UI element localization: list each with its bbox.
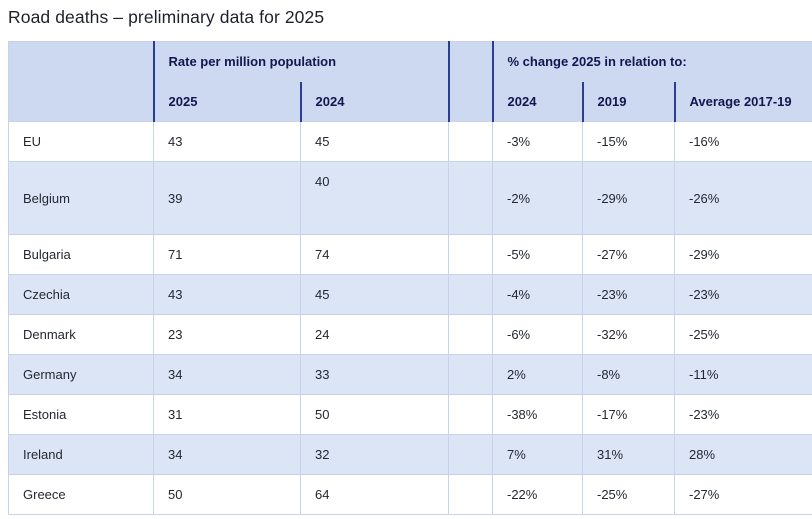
rate-2024-cell: 45: [300, 121, 449, 162]
spacer-cell: [448, 394, 493, 435]
spacer-cell: [448, 161, 493, 235]
change-2024-cell: -5%: [492, 234, 583, 275]
group-header-change: % change 2025 in relation to:: [492, 41, 812, 82]
rate-2025-cell: 34: [153, 434, 301, 475]
change-2019-cell: -15%: [582, 121, 675, 162]
country-cell: Ireland: [8, 434, 154, 475]
rate-2025-cell: 39: [153, 161, 301, 235]
spacer-cell: [448, 354, 493, 395]
spacer-cell: [448, 434, 493, 475]
rate-2024-cell: 45: [300, 274, 449, 315]
table-row-greece: Greece 50 64 -22% -25% -27%: [8, 474, 812, 515]
rate-2024-cell: 74: [300, 234, 449, 275]
change-2019-cell: -17%: [582, 394, 675, 435]
table-row-bulgaria: Bulgaria 71 74 -5% -27% -29%: [8, 234, 812, 275]
spacer-cell: [448, 121, 493, 162]
rate-2024-cell: 32: [300, 434, 449, 475]
table-row-germany: Germany 34 33 2% -8% -11%: [8, 354, 812, 395]
change-2024-cell: -2%: [492, 161, 583, 235]
rate-2024-cell: 33: [300, 354, 449, 395]
header-sub-row: 2025 2024 2024 2019 Average 2017-19: [9, 81, 812, 122]
country-cell: Belgium: [8, 161, 154, 235]
rate-2025-cell: 31: [153, 394, 301, 435]
col-header-change-average-2017-19: Average 2017-19: [673, 81, 812, 122]
page-title: Road deaths – preliminary data for 2025: [8, 7, 325, 27]
change-2019-cell: -27%: [582, 234, 675, 275]
rate-2024-cell: 50: [300, 394, 449, 435]
change-average-cell: -26%: [673, 161, 812, 235]
table-row-belgium: Belgium 39 40 -2% -29% -26%: [8, 161, 812, 235]
country-cell: Germany: [8, 354, 154, 395]
col-header-rate-2025: 2025: [152, 81, 301, 122]
change-2019-cell: -23%: [582, 274, 675, 315]
country-cell: Estonia: [8, 394, 154, 435]
col-header-change-2024: 2024: [492, 81, 583, 122]
table-row-czechia: Czechia 43 45 -4% -23% -23%: [8, 274, 812, 315]
change-2024-cell: -38%: [492, 394, 583, 435]
table-row-eu: EU 43 45 -3% -15% -16%: [8, 121, 812, 162]
change-2019-cell: -29%: [582, 161, 675, 235]
change-2024-cell: -22%: [492, 474, 583, 515]
rate-2025-cell: 23: [153, 314, 301, 355]
rate-2024-cell: 40: [300, 161, 449, 235]
change-2024-cell: 2%: [492, 354, 583, 395]
table-body: EU 43 45 -3% -15% -16% Belgium 39 40 -2%…: [8, 121, 812, 515]
change-average-cell: -16%: [673, 121, 812, 162]
rate-2025-cell: 43: [153, 121, 301, 162]
road-deaths-table: Rate per million population % change 202…: [8, 41, 812, 515]
change-2024-cell: -4%: [492, 274, 583, 315]
rate-2025-cell: 71: [153, 234, 301, 275]
rate-2025-cell: 43: [153, 274, 301, 315]
change-2019-cell: -25%: [582, 474, 675, 515]
change-average-cell: -23%: [673, 274, 812, 315]
table-header: Rate per million population % change 202…: [8, 41, 812, 122]
country-cell: EU: [8, 121, 154, 162]
table-row-ireland: Ireland 34 32 7% 31% 28%: [8, 434, 812, 475]
rate-2025-cell: 34: [153, 354, 301, 395]
spacer-cell: [448, 274, 493, 315]
table-row-estonia: Estonia 31 50 -38% -17% -23%: [8, 394, 812, 435]
spacer-column-header: [447, 41, 494, 122]
col-header-rate-2024: 2024: [299, 81, 449, 122]
country-cell: Bulgaria: [8, 234, 154, 275]
change-2024-cell: -3%: [492, 121, 583, 162]
rate-2024-cell: 24: [300, 314, 449, 355]
country-cell: Czechia: [8, 274, 154, 315]
change-2019-cell: -8%: [582, 354, 675, 395]
spacer-cell: [448, 234, 493, 275]
country-column-header: [8, 41, 154, 122]
change-average-cell: -11%: [673, 354, 812, 395]
change-2024-cell: -6%: [492, 314, 583, 355]
change-2019-cell: 31%: [582, 434, 675, 475]
change-average-cell: -27%: [673, 474, 812, 515]
change-2019-cell: -32%: [582, 314, 675, 355]
rate-2025-cell: 50: [153, 474, 301, 515]
table-row-denmark: Denmark 23 24 -6% -32% -25%: [8, 314, 812, 355]
country-cell: Greece: [8, 474, 154, 515]
change-average-cell: -25%: [673, 314, 812, 355]
spacer-cell: [448, 314, 493, 355]
header-group-row: Rate per million population % change 202…: [8, 41, 812, 122]
change-2024-cell: 7%: [492, 434, 583, 475]
group-header-rate: Rate per million population: [152, 41, 449, 82]
change-average-cell: -23%: [673, 394, 812, 435]
change-average-cell: 28%: [673, 434, 812, 475]
col-header-change-2019: 2019: [581, 81, 675, 122]
spacer-cell: [448, 474, 493, 515]
change-average-cell: -29%: [673, 234, 812, 275]
country-cell: Denmark: [8, 314, 154, 355]
rate-2024-cell: 64: [300, 474, 449, 515]
